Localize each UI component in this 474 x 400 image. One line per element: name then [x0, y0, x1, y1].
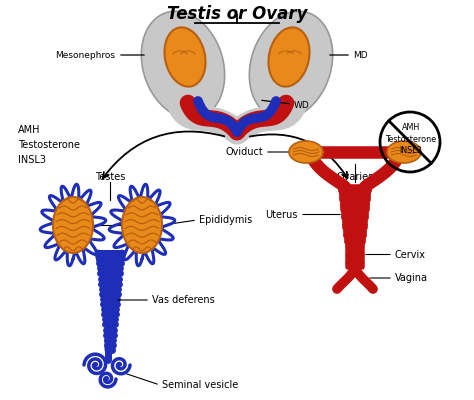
Text: Uterus: Uterus: [265, 210, 298, 220]
Ellipse shape: [249, 11, 333, 119]
Text: Epididymis: Epididymis: [199, 215, 252, 225]
Text: Oviduct: Oviduct: [225, 147, 263, 157]
Text: Vagina: Vagina: [395, 273, 428, 283]
Ellipse shape: [289, 141, 323, 163]
Text: Mesonephros: Mesonephros: [55, 50, 115, 60]
Text: Vas deferens: Vas deferens: [152, 295, 215, 305]
Text: Testis or Ovary: Testis or Ovary: [167, 5, 307, 23]
Text: Testes: Testes: [95, 172, 125, 182]
Text: Seminal vesicle: Seminal vesicle: [162, 380, 238, 390]
Ellipse shape: [268, 27, 310, 87]
Text: AMH
Testosterone
INSL3: AMH Testosterone INSL3: [18, 125, 80, 165]
Ellipse shape: [387, 141, 421, 163]
Ellipse shape: [164, 27, 206, 87]
Text: Cervix: Cervix: [395, 250, 426, 260]
Text: WD: WD: [294, 100, 310, 110]
Text: Ovaries: Ovaries: [337, 172, 374, 182]
Text: MD: MD: [353, 50, 368, 60]
Ellipse shape: [122, 197, 162, 253]
Text: AMH
Testosterone
INSL3: AMH Testosterone INSL3: [385, 123, 437, 155]
Ellipse shape: [53, 197, 93, 253]
Ellipse shape: [141, 11, 225, 119]
